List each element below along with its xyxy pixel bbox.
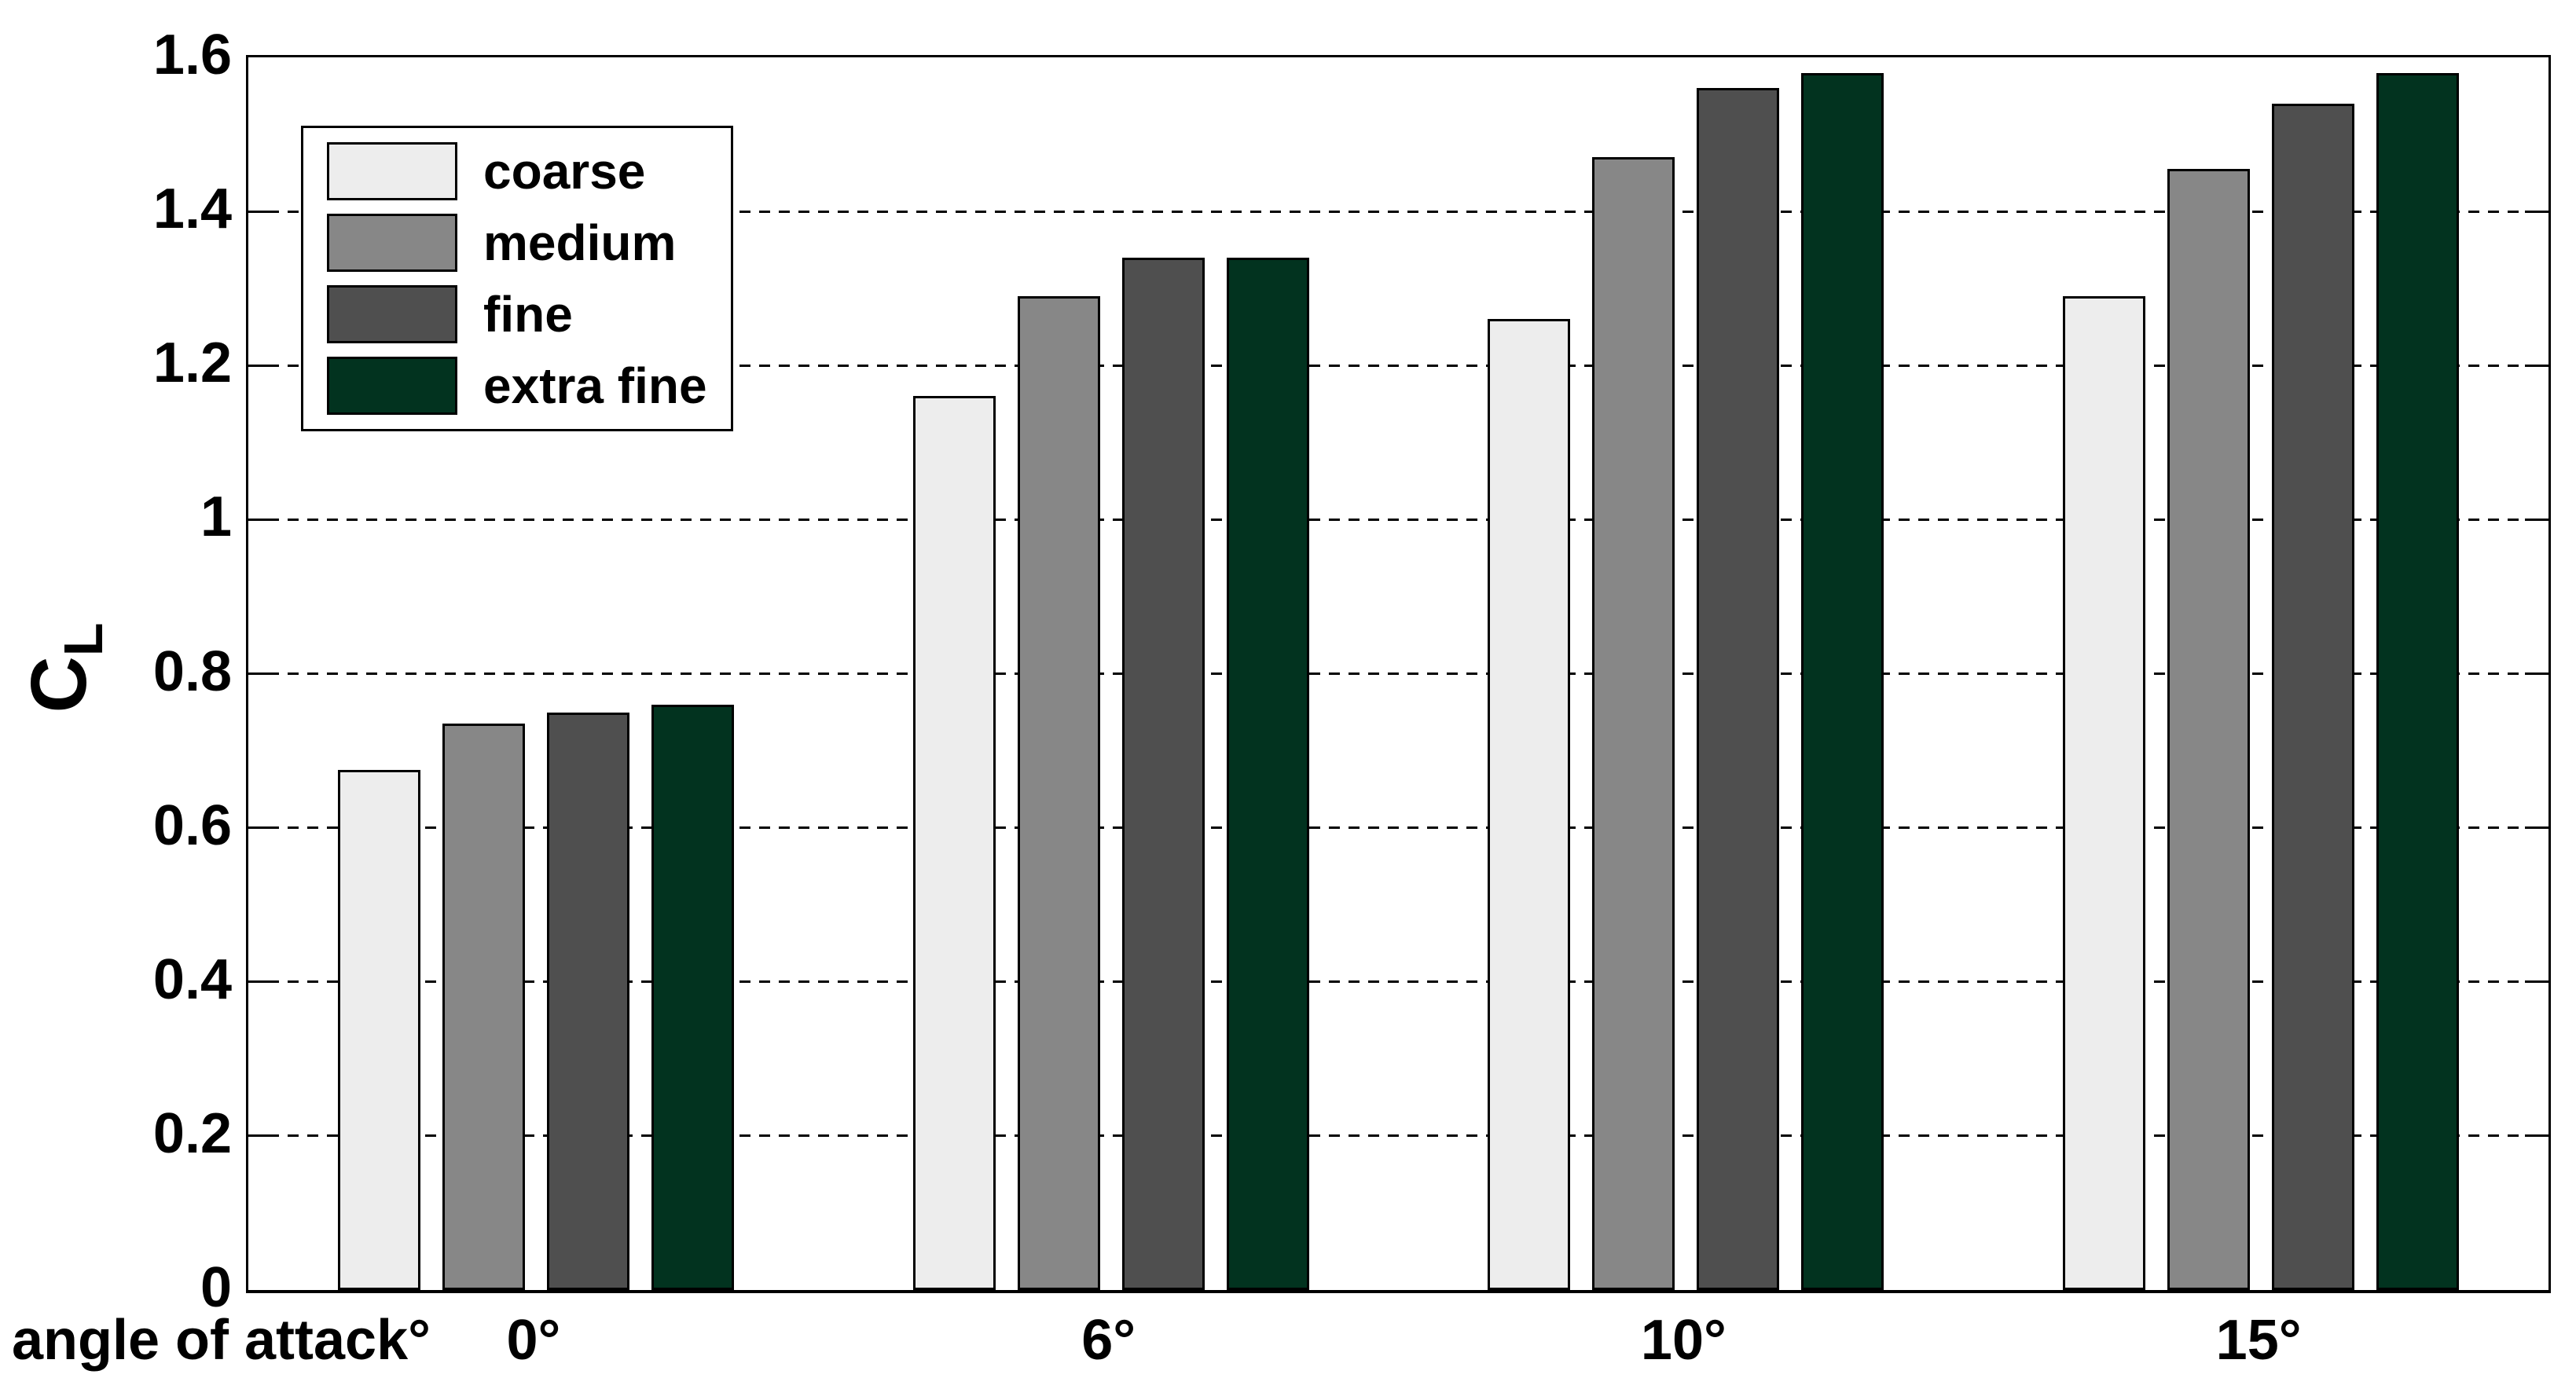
gridline — [248, 364, 2548, 367]
y-tick-label: 0.2 — [152, 1101, 232, 1165]
y-tick-label: 1.2 — [152, 332, 232, 395]
y-tick-mark-left — [248, 210, 272, 213]
y-tick-mark-right — [2525, 1134, 2548, 1138]
y-tick-label: 0.6 — [152, 793, 232, 857]
y-tick-mark-right — [2525, 364, 2548, 367]
y-tick-mark-right — [2525, 826, 2548, 830]
y-tick-mark-left — [248, 673, 272, 675]
y-tick-label: 1 — [200, 486, 232, 549]
bar-fine-15° — [2272, 104, 2355, 1290]
gridline — [248, 210, 2548, 213]
bar-extra-fine-15° — [2376, 73, 2460, 1290]
y-axis-title-base: C — [15, 656, 103, 713]
y-axis-tick-labels: 0 0.2 0.4 0.6 0.8 1 1.2 1.4 1.6 — [0, 0, 232, 1389]
y-tick-mark-right — [2525, 210, 2548, 213]
y-tick-label: 1.6 — [152, 24, 232, 86]
plot-area: coarse medium fine extra fine — [246, 55, 2551, 1293]
legend-item-medium: medium — [327, 214, 707, 272]
bar-extra-fine-0° — [651, 705, 734, 1290]
x-tick-label: 15° — [2215, 1309, 2302, 1372]
y-tick-mark-right — [2525, 980, 2548, 984]
legend-item-fine: fine — [327, 285, 707, 343]
y-tick-mark-left — [248, 1134, 272, 1138]
bar-medium-0° — [442, 724, 525, 1290]
legend-item-coarse: coarse — [327, 142, 707, 200]
bar-medium-15° — [2167, 169, 2251, 1290]
bar-coarse-15° — [2063, 296, 2146, 1290]
legend-swatch — [327, 214, 457, 272]
y-tick-label: 0.8 — [152, 640, 232, 703]
y-axis-title-sub: L — [53, 622, 114, 657]
legend-swatch — [327, 285, 457, 343]
legend-swatch — [327, 142, 457, 200]
bar-medium-10° — [1592, 157, 1675, 1290]
gridline — [248, 1134, 2548, 1138]
bar-extra-fine-10° — [1801, 73, 1884, 1290]
bar-medium-6° — [1017, 296, 1100, 1290]
y-tick-label: 0 — [200, 1256, 232, 1319]
y-tick-mark-left — [248, 826, 272, 830]
y-tick-mark-right — [2525, 518, 2548, 521]
y-tick-mark-right — [2525, 673, 2548, 675]
bar-fine-10° — [1697, 88, 1780, 1290]
y-tick-mark-left — [248, 980, 272, 984]
legend-label: fine — [483, 286, 573, 343]
legend-label: medium — [483, 214, 677, 271]
gridline — [248, 826, 2548, 830]
bar-fine-6° — [1121, 258, 1205, 1290]
x-tick-label: 10° — [1640, 1309, 1727, 1372]
bar-extra-fine-6° — [1226, 258, 1309, 1290]
bar-coarse-10° — [1488, 319, 1571, 1290]
x-tick-label: 0° — [506, 1309, 561, 1372]
gridline — [248, 518, 2548, 521]
legend: coarse medium fine extra fine — [301, 126, 733, 431]
y-tick-label: 0.4 — [152, 947, 232, 1011]
x-axis-title: angle of attack° — [12, 1309, 431, 1372]
gridline — [248, 980, 2548, 984]
legend-label: extra fine — [483, 357, 707, 414]
y-tick-label: 1.4 — [152, 178, 232, 241]
bar-coarse-6° — [912, 396, 996, 1290]
legend-label: coarse — [483, 143, 646, 200]
x-tick-label: 6° — [1081, 1309, 1136, 1372]
y-tick-mark-left — [248, 364, 272, 367]
gridline — [248, 673, 2548, 675]
legend-item-extra-fine: extra fine — [327, 357, 707, 415]
y-tick-mark-left — [248, 518, 272, 521]
bar-coarse-0° — [337, 770, 420, 1290]
bar-fine-0° — [546, 713, 629, 1290]
legend-swatch — [327, 357, 457, 415]
y-axis-title: CL — [0, 550, 122, 786]
